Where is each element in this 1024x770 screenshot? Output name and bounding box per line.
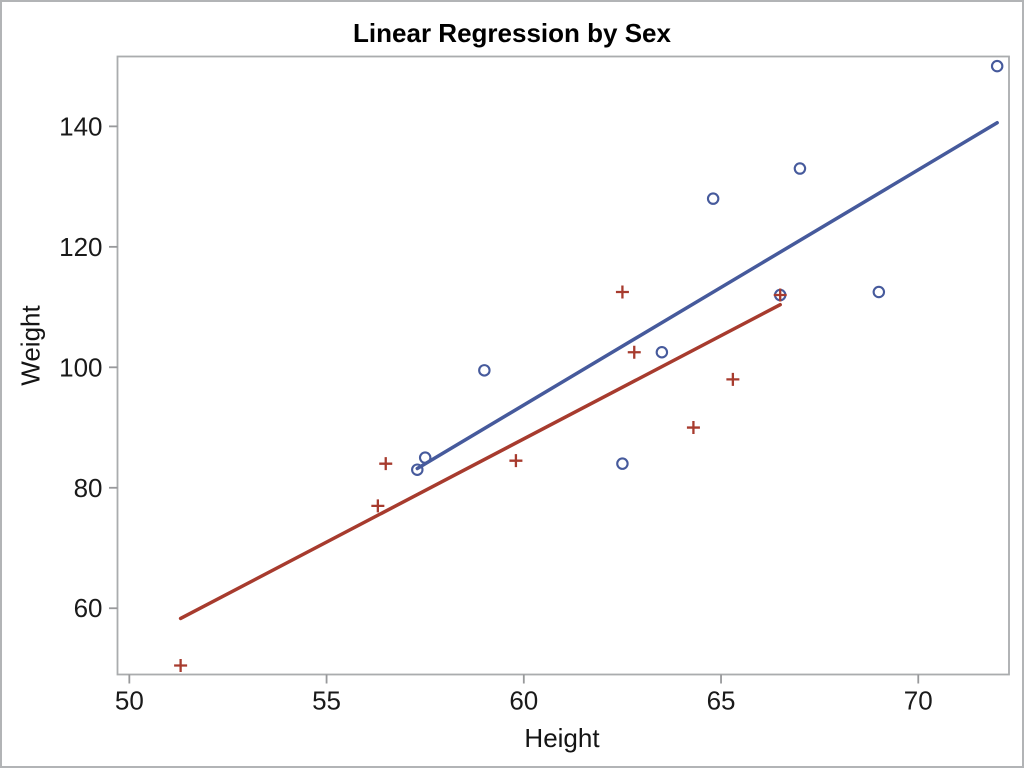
- plot-frame: [116, 55, 1010, 676]
- scatter-point-circle: [990, 59, 1004, 73]
- x-axis-label: Height: [524, 723, 600, 753]
- y-tick-label: 140: [59, 111, 102, 141]
- x-tick-label: 50: [115, 686, 144, 716]
- scatter-point-plus: [773, 288, 787, 302]
- scatter-point-circle: [706, 192, 720, 205]
- scatter-point-circle: [872, 285, 886, 299]
- chart-title: Linear Regression by Sex: [353, 18, 671, 48]
- y-tick-label: 80: [74, 473, 103, 503]
- scatter-point-circle: [655, 345, 669, 359]
- scatter-point-plus: [686, 421, 700, 435]
- scatter-point-plus: [371, 499, 385, 513]
- fit-line-circle-group: [415, 121, 999, 471]
- y-tick-label: 120: [59, 232, 102, 262]
- y-tick-label: 60: [74, 593, 103, 623]
- x-tick-label: 70: [904, 686, 933, 716]
- y-axis-label: Weight: [15, 305, 46, 386]
- scatter-point-plus: [615, 285, 629, 299]
- x-tick-label: 60: [509, 686, 538, 716]
- scatter-point-plus: [174, 658, 188, 672]
- scatter-point-circle: [793, 162, 807, 175]
- scatter-point-plus: [726, 372, 740, 386]
- x-tick-label: 55: [312, 686, 341, 716]
- scatter-point-circle: [411, 463, 424, 476]
- scatter-point-circle: [418, 451, 432, 464]
- scatter-point-plus: [509, 454, 523, 468]
- x-tick-label: 65: [707, 686, 736, 716]
- fit-line-plus-group: [178, 302, 782, 621]
- scatter-point-circle: [616, 457, 629, 470]
- scatter-point-circle: [478, 364, 491, 377]
- scatter-point-plus: [627, 345, 641, 359]
- scatter-point-plus: [379, 457, 393, 471]
- y-tick-label: 100: [59, 352, 102, 382]
